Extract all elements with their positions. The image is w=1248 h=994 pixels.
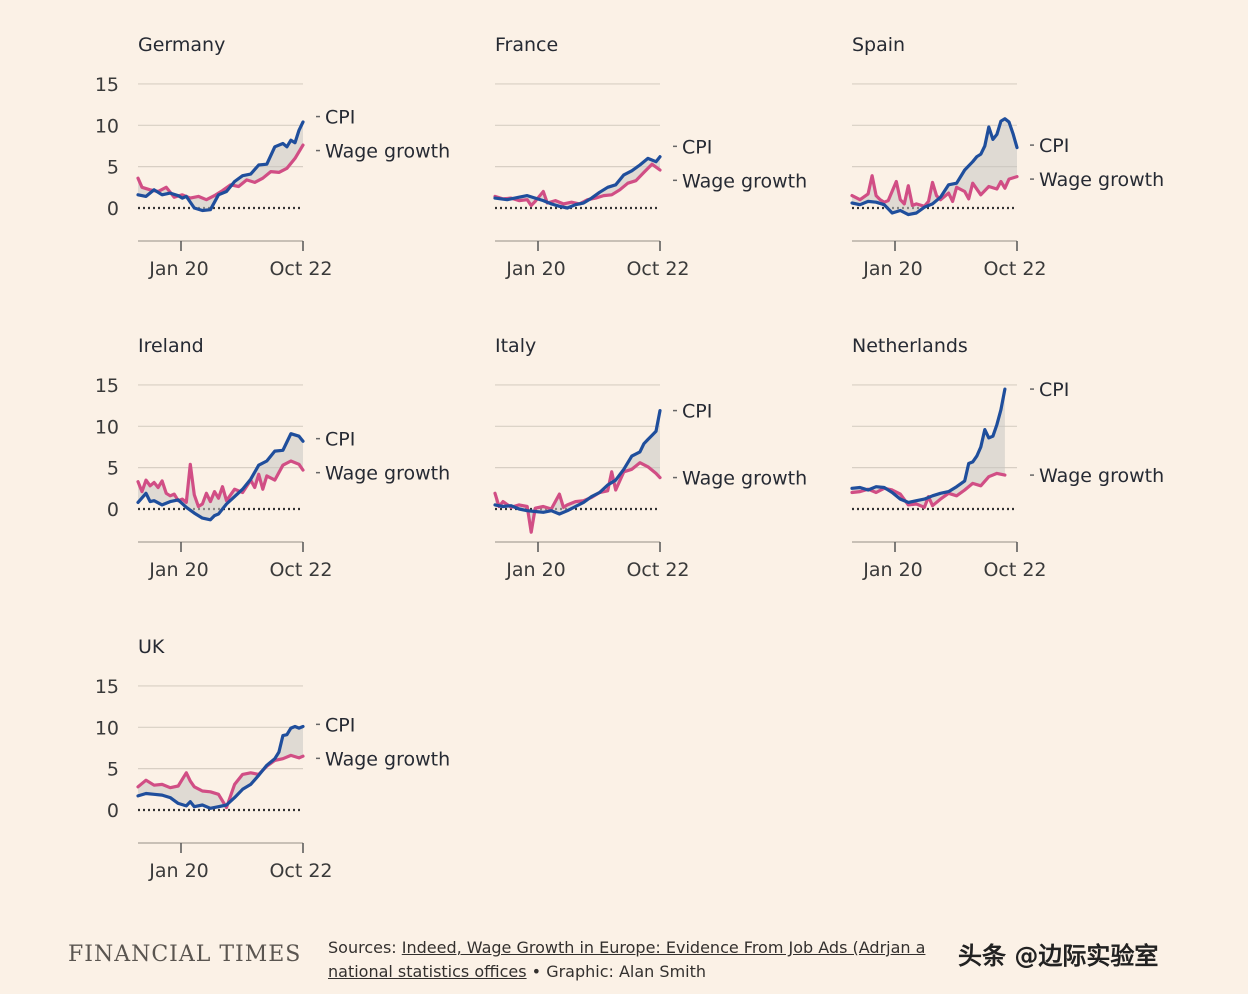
graphic-credit: • Graphic: Alan Smith	[526, 962, 707, 981]
gap-shading	[138, 726, 303, 809]
panel-title: France	[495, 34, 558, 56]
panel-italy: Italy Jan 20 Oct 22 CPI Wage growth	[493, 335, 807, 581]
series-line-cpi	[136, 432, 305, 522]
panel-france: France Jan 20 Oct 22 CPI Wage growth	[493, 34, 807, 280]
series-line-wage-growth	[136, 459, 305, 509]
x-tick-label: Oct 22	[983, 559, 1046, 581]
y-tick-label: 15	[95, 676, 119, 698]
series-label-wage-growth: Wage growth	[1039, 465, 1164, 487]
series-label-wage-growth: Wage growth	[325, 748, 450, 770]
series-line-wage-growth	[850, 174, 1019, 208]
financial-times-logo: FINANCIAL TIMES	[68, 942, 302, 967]
y-tick-label: 15	[95, 375, 119, 397]
x-tick-label: Oct 22	[983, 258, 1046, 280]
panel-title: Netherlands	[852, 335, 968, 357]
sources-link[interactable]: Indeed, Wage Growth in Europe: Evidence …	[401, 938, 926, 957]
watermark: 头条 @边际实验室	[958, 942, 1159, 970]
x-tick-label: Jan 20	[148, 860, 209, 882]
x-tick-label: Jan 20	[148, 559, 209, 581]
x-tick-label: Jan 20	[862, 559, 923, 581]
series-line-wage-growth	[493, 461, 662, 534]
series-label-cpi: CPI	[325, 107, 355, 129]
series-label-wage-growth: Wage growth	[1039, 169, 1164, 191]
series-line-cpi	[493, 409, 662, 516]
panel-ireland: Ireland 0 5 10 15 Jan 20 Oct 22 CPI Wage growth	[95, 335, 450, 581]
series-line-wage-growth	[493, 162, 662, 208]
series-line-wage-growth	[136, 753, 305, 810]
sources-prefix: Sources:	[328, 938, 402, 957]
y-tick-label: 10	[95, 416, 119, 438]
y-tick-label: 5	[107, 759, 119, 781]
panel-uk: UK 0 5 10 15 Jan 20 Oct 22 CPI Wage growth	[95, 636, 450, 882]
series-label-wage-growth: Wage growth	[682, 468, 807, 490]
gap-shading	[495, 410, 660, 533]
y-tick-label: 5	[107, 458, 119, 480]
panel-germany: Germany 0 5 10 15 Jan 20 Oct 22 CPI Wage growth	[95, 34, 450, 280]
x-tick-label: Oct 22	[626, 258, 689, 280]
panel-title: Germany	[138, 34, 225, 56]
x-tick-label: Jan 20	[862, 258, 923, 280]
series-label-wage-growth: Wage growth	[325, 463, 450, 485]
x-tick-label: Oct 22	[269, 258, 332, 280]
series-line-cpi	[136, 724, 305, 810]
x-tick-label: Jan 20	[148, 258, 209, 280]
footer: FINANCIAL TIMES Sources: Indeed, Wage Gr…	[68, 936, 1238, 986]
y-tick-label: 0	[107, 800, 119, 822]
series-label-cpi: CPI	[682, 401, 712, 423]
sources-note: Sources: Indeed, Wage Growth in Europe: …	[328, 936, 978, 984]
series-label-cpi: CPI	[325, 714, 355, 736]
series-line-cpi	[850, 117, 1019, 217]
x-tick-label: Jan 20	[505, 559, 566, 581]
panel-title: Italy	[495, 335, 536, 357]
series-label-cpi: CPI	[1039, 379, 1069, 401]
series-label-cpi: CPI	[325, 429, 355, 451]
y-tick-label: 5	[107, 157, 119, 179]
y-tick-label: 0	[107, 198, 119, 220]
series-label-cpi: CPI	[1039, 135, 1069, 157]
x-tick-label: Oct 22	[269, 860, 332, 882]
series-line-cpi	[850, 387, 1007, 504]
y-tick-label: 10	[95, 115, 119, 137]
series-label-wage-growth: Wage growth	[325, 141, 450, 163]
x-tick-label: Oct 22	[626, 559, 689, 581]
panel-spain: Spain Jan 20 Oct 22 CPI Wage growth	[850, 34, 1164, 280]
y-tick-label: 0	[107, 499, 119, 521]
panel-title: Ireland	[138, 335, 204, 357]
y-tick-label: 10	[95, 717, 119, 739]
panel-netherlands: Netherlands Jan 20 Oct 22 CPI Wage growth	[850, 335, 1164, 581]
series-label-wage-growth: Wage growth	[682, 170, 807, 192]
series-label-cpi: CPI	[682, 136, 712, 158]
panel-title: Spain	[852, 34, 905, 56]
x-tick-label: Jan 20	[505, 258, 566, 280]
x-tick-label: Oct 22	[269, 559, 332, 581]
panel-title: UK	[138, 636, 165, 658]
sources-link-2[interactable]: national statistics offices	[328, 962, 527, 981]
series-line-cpi	[493, 155, 662, 210]
y-tick-label: 15	[95, 74, 119, 96]
series-line-cpi	[136, 120, 305, 213]
